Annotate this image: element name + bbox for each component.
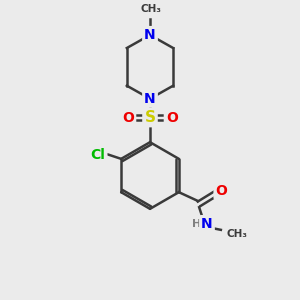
Text: Cl: Cl: [91, 148, 105, 161]
Text: O: O: [122, 111, 134, 124]
Text: S: S: [145, 110, 155, 125]
Text: N: N: [201, 217, 213, 231]
Text: N: N: [144, 92, 156, 106]
Text: CH₃: CH₃: [227, 229, 248, 238]
Text: N: N: [144, 28, 156, 42]
Text: CH₃: CH₃: [141, 4, 162, 14]
Text: O: O: [215, 184, 227, 198]
Text: H: H: [192, 219, 201, 229]
Text: O: O: [166, 111, 178, 124]
